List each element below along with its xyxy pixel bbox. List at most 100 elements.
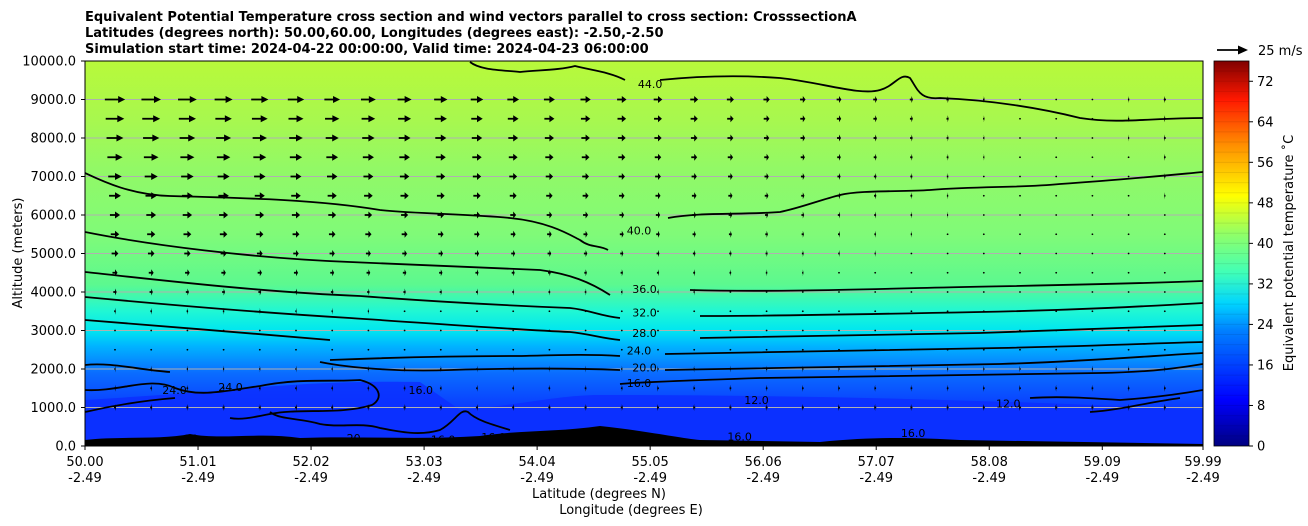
wind-vector-head	[621, 404, 623, 411]
wind-vector	[620, 329, 623, 332]
wind-vector	[150, 329, 153, 332]
wind-vector-head	[1091, 384, 1093, 392]
wind-vector-head	[477, 404, 479, 411]
wind-vector	[1091, 194, 1094, 197]
wind-vector-head	[837, 404, 839, 411]
wind-vector-head	[549, 153, 554, 161]
wind-vector-head	[947, 173, 949, 180]
wind-vector-head	[802, 134, 806, 142]
wind-vector-head	[187, 230, 192, 238]
wind-vector-head	[946, 404, 948, 411]
wind-vector-head	[332, 134, 339, 142]
colorbar-ticks: 0 8 16 24 32 40 48 56 64 72	[1249, 75, 1274, 455]
wind-vector	[295, 348, 297, 351]
wind-vector-head	[621, 96, 627, 103]
wind-vector-head	[621, 153, 626, 161]
wind-vector-head	[658, 192, 661, 200]
wind-vector	[1055, 98, 1058, 101]
wind-vector	[1091, 137, 1094, 139]
wind-vector	[1055, 194, 1058, 197]
wind-vector-head	[259, 384, 261, 392]
wind-vector	[874, 329, 877, 332]
wind-vector	[910, 348, 913, 351]
wind-vector	[1055, 271, 1058, 274]
wind-vector-head	[187, 384, 189, 392]
wind-vector-head	[477, 288, 479, 296]
wind-vector-head	[115, 307, 116, 315]
wind-vector	[1091, 329, 1094, 332]
colorbar-tick-label: 48	[1257, 196, 1274, 211]
x-axis: 50.00-2.4951.01-2.4952.02-2.4953.03-2.49…	[66, 446, 1222, 486]
wind-vector	[1127, 252, 1130, 255]
wind-vector	[1163, 310, 1166, 313]
wind-vector-head	[1163, 384, 1165, 392]
wind-vector-head	[259, 269, 262, 277]
wind-vector	[1055, 214, 1058, 216]
wind-vector-head	[911, 153, 913, 161]
wind-vector-head	[730, 173, 733, 180]
wind-vector-head	[1091, 404, 1093, 411]
wind-vector-head	[332, 173, 338, 180]
wind-vector-head	[296, 250, 299, 257]
wind-vector-head	[802, 269, 804, 277]
wind-vector	[982, 233, 985, 236]
wind-vector	[1091, 291, 1094, 293]
wind-vector-head	[585, 250, 588, 257]
wind-vector	[1055, 156, 1058, 159]
wind-vector-head	[152, 134, 160, 142]
wind-vector-head	[694, 211, 697, 219]
wind-vector-head	[839, 134, 841, 142]
wind-vector	[186, 329, 189, 332]
wind-vector-head	[875, 115, 878, 123]
wind-vector-head	[223, 288, 226, 296]
wind-vector	[838, 348, 840, 351]
wind-vector	[729, 329, 732, 332]
wind-vector-head	[187, 211, 193, 219]
wind-vector-head	[513, 134, 519, 142]
colorbar-tick-label: 64	[1257, 115, 1274, 130]
contour-label: 16.0	[627, 377, 652, 390]
wind-vector	[693, 348, 696, 351]
wind-vector-head	[801, 404, 803, 411]
contour-label: 24.0	[218, 381, 243, 394]
wind-vector-head	[404, 384, 406, 392]
wind-vector	[1127, 291, 1130, 293]
wind-vector-head	[513, 211, 517, 219]
wind-vector-head	[259, 307, 261, 315]
wind-vector-head	[766, 192, 769, 200]
wind-vector	[1019, 271, 1021, 274]
wind-vector-head	[296, 230, 300, 238]
contour-label: 12.0	[744, 394, 769, 407]
wind-vector-head	[151, 384, 153, 392]
wind-vector	[548, 348, 551, 351]
wind-vector-head	[368, 365, 370, 373]
wind-vector-head	[1164, 365, 1165, 373]
x-tick-label-lon: -2.49	[181, 471, 215, 486]
wind-vector-head	[621, 269, 623, 277]
wind-vector	[838, 291, 840, 293]
wind-vector	[1055, 117, 1058, 120]
wind-vector-head	[513, 250, 516, 257]
wind-vector-head	[513, 365, 514, 373]
wind-vector	[1055, 175, 1058, 178]
wind-vector-head	[549, 173, 554, 180]
horizontal-gridlines	[85, 99, 1203, 408]
wind-vector-head	[513, 192, 517, 200]
wind-vector-head	[223, 173, 230, 180]
wind-vector	[910, 271, 913, 274]
wind-vector-head	[368, 404, 370, 411]
wind-vector-head	[983, 134, 985, 142]
contour-32	[85, 271, 1203, 319]
wind-vector-head	[839, 96, 842, 103]
wind-vector-head	[585, 173, 589, 180]
wind-vector-head	[440, 230, 444, 238]
wind-vector-head	[368, 192, 373, 200]
wind-vector-head	[332, 211, 337, 219]
wind-vector-head	[911, 134, 913, 142]
wind-vector-head	[658, 230, 660, 238]
wind-vector-head	[368, 211, 373, 219]
wind-vector-head	[730, 134, 734, 142]
x-tick-label-lat: 52.02	[292, 455, 329, 470]
wind-vector-head	[1019, 384, 1020, 392]
